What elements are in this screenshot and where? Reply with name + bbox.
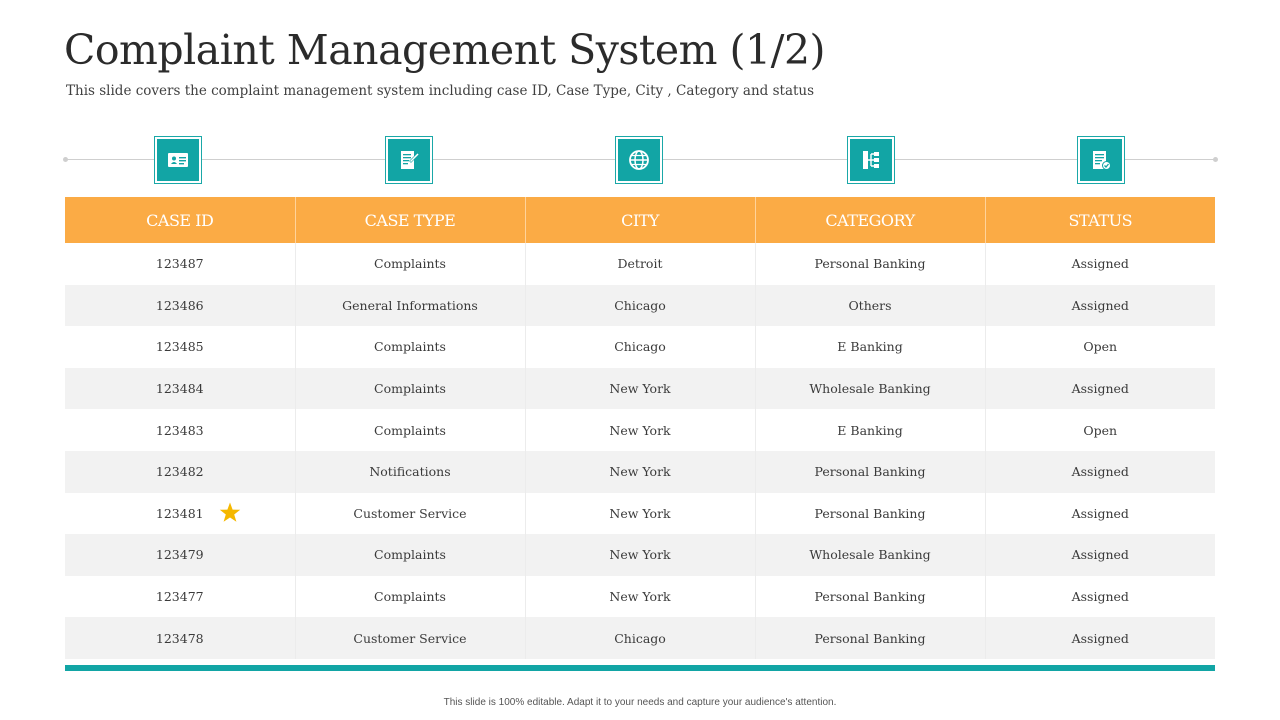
cell-case-type: Complaints [295, 326, 526, 368]
table-row: 123482 Notifications New York Personal B… [65, 450, 1215, 493]
cell-category: Personal Banking [755, 243, 986, 285]
table-row: 123486 General Informations Chicago Othe… [65, 284, 1215, 327]
cell-case-id: 123479 [65, 534, 296, 576]
cell-case-id: 123482 [65, 450, 296, 493]
cell-category: Wholesale Banking [755, 367, 986, 410]
cell-status: Assigned [985, 534, 1215, 576]
cell-case-id: 123487 [65, 243, 296, 285]
cell-status: Open [985, 409, 1215, 451]
footer-note: This slide is 100% editable. Adapt it to… [443, 697, 837, 708]
cell-status: Assigned [985, 617, 1215, 659]
cell-status: Assigned [985, 243, 1215, 285]
cell-city: New York [525, 492, 756, 535]
header-category: CATEGORY [755, 197, 986, 243]
cell-case-type: Customer Service [295, 617, 526, 659]
cell-status: Assigned [985, 492, 1215, 535]
header-case-id: CASE ID [65, 197, 296, 243]
document-edit-icon [385, 136, 433, 184]
cell-city: New York [525, 534, 756, 576]
header-city: CITY [525, 197, 756, 243]
cell-city: Chicago [525, 326, 756, 368]
table-header-row: CASE ID CASE TYPE CITY CATEGORY STATUS [65, 197, 1215, 243]
cell-case-type: General Informations [295, 284, 526, 327]
cell-category: Others [755, 284, 986, 327]
table-row: 123481 Customer Service New York Persona… [65, 492, 1215, 535]
timeline-end-dot [1213, 157, 1218, 162]
cell-status: Assigned [985, 575, 1215, 618]
cell-city: Detroit [525, 243, 756, 285]
cell-category: E Banking [755, 326, 986, 368]
table-row: 123479 Complaints New York Wholesale Ban… [65, 534, 1215, 576]
cell-case-type: Complaints [295, 409, 526, 451]
cell-category: Personal Banking [755, 492, 986, 535]
table-row: 123485 Complaints Chicago E Banking Open [65, 326, 1215, 368]
globe-icon [615, 136, 663, 184]
cell-case-id: 123486 [65, 284, 296, 327]
cell-category: Personal Banking [755, 450, 986, 493]
cell-status: Assigned [985, 450, 1215, 493]
cell-city: New York [525, 409, 756, 451]
page-subtitle: This slide covers the complaint manageme… [66, 83, 815, 99]
header-case-type: CASE TYPE [295, 197, 526, 243]
hierarchy-icon [847, 136, 895, 184]
page-title: Complaint Management System (1/2) [64, 26, 826, 74]
table-row: 123484 Complaints New York Wholesale Ban… [65, 367, 1215, 410]
header-status: STATUS [985, 197, 1215, 243]
cell-case-type: Complaints [295, 243, 526, 285]
document-check-icon [1077, 136, 1125, 184]
cell-city: New York [525, 367, 756, 410]
cell-category: Personal Banking [755, 575, 986, 618]
cell-status: Assigned [985, 284, 1215, 327]
cell-city: Chicago [525, 284, 756, 327]
cell-case-id: 123485 [65, 326, 296, 368]
cell-city: New York [525, 575, 756, 618]
cell-case-type: Complaints [295, 534, 526, 576]
cell-city: Chicago [525, 617, 756, 659]
cell-case-id: 123483 [65, 409, 296, 451]
cell-case-type: Complaints [295, 575, 526, 618]
complaints-table: CASE ID CASE TYPE CITY CATEGORY STATUS 1… [65, 197, 1215, 659]
cell-category: Wholesale Banking [755, 534, 986, 576]
id-card-icon [154, 136, 202, 184]
star-icon [219, 502, 241, 522]
cell-case-id: 123478 [65, 617, 296, 659]
table-bottom-bar [65, 665, 1215, 671]
cell-case-id: 123477 [65, 575, 296, 618]
timeline-start-dot [63, 157, 68, 162]
cell-category: Personal Banking [755, 617, 986, 659]
cell-category: E Banking [755, 409, 986, 451]
table-row: 123477 Complaints New York Personal Bank… [65, 575, 1215, 618]
table-row: 123487 Complaints Detroit Personal Banki… [65, 243, 1215, 285]
cell-case-type: Complaints [295, 367, 526, 410]
cell-status: Assigned [985, 367, 1215, 410]
table-row: 123478 Customer Service Chicago Personal… [65, 617, 1215, 659]
cell-status: Open [985, 326, 1215, 368]
cell-case-id: 123484 [65, 367, 296, 410]
table-row: 123483 Complaints New York E Banking Ope… [65, 409, 1215, 451]
cell-city: New York [525, 450, 756, 493]
cell-case-type: Notifications [295, 450, 526, 493]
cell-case-type: Customer Service [295, 492, 526, 535]
cell-case-id: 123481 [65, 492, 296, 535]
